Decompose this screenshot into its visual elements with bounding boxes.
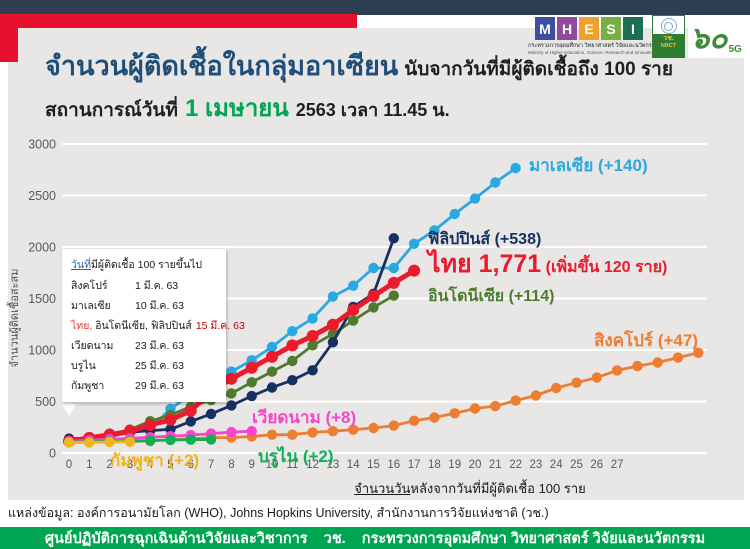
nrct-english-abbrev: NRCT bbox=[660, 42, 677, 49]
footer-unit-name: ศูนย์ปฏิบัติการฉุกเฉินด้านวิจัยและวิชากา… bbox=[44, 530, 706, 547]
status-date: 1 เมษายน bbox=[184, 95, 289, 122]
page-title: จำนวนผู้ติดเชื้อในกลุ่มอาเซียน นับจากวัน… bbox=[45, 44, 673, 87]
mhesi-tile-i: I bbox=[623, 17, 643, 40]
legend-country: มาเลเซีย bbox=[71, 300, 111, 312]
legend-date: 23 มี.ค. 63 bbox=[135, 340, 184, 352]
legend-title: วันที่มีผู้ติดเชื้อ 100 รายขึ้นไป bbox=[71, 256, 217, 273]
x-axis-label-underlined: จำนวนวัน bbox=[354, 481, 411, 496]
red-accent-left-bar bbox=[0, 14, 18, 62]
vietnam-series-label: เวียดนาม (+8) bbox=[252, 408, 357, 427]
x-axis-label-rest: หลังจากวันที่มีผู้ติดเชื้อ 100 ราย bbox=[410, 481, 586, 496]
title-main: จำนวนผู้ติดเชื้อในกลุ่มอาเซียน bbox=[45, 51, 399, 81]
top-navy-bar bbox=[0, 0, 750, 15]
red-accent-strip bbox=[0, 14, 357, 28]
legend-box: วันที่มีผู้ติดเชื้อ 100 รายขึ้นไป สิงคโป… bbox=[62, 249, 245, 402]
mhesi-tile-s: S bbox=[601, 17, 621, 40]
y-axis-label: จำนวนผู้ติดเชื้อสะสม bbox=[9, 268, 21, 368]
x-axis-label: จำนวนวันหลังจากวันที่มีผู้ติดเชื้อ 100 ร… bbox=[300, 478, 640, 499]
legend-row-cambodia: กัมพูชา 29 มี.ค. 63 bbox=[71, 377, 217, 394]
mhesi-tile-e: E bbox=[579, 17, 599, 40]
nrct-emblem-icon bbox=[660, 18, 677, 34]
mhesi-english-name: Ministry of Higher Education, Science, R… bbox=[528, 50, 656, 55]
legend-country: อินโดนีเซีย, ฟิลิปปินส์ bbox=[92, 320, 192, 332]
legend-row-vietnam: เวียดนาม 23 มี.ค. 63 bbox=[71, 337, 217, 354]
legend-row-brunei: บรูไน 25 มี.ค. 63 bbox=[71, 357, 217, 374]
sixty-thai-numerals: ๖๐ bbox=[690, 21, 728, 56]
mhesi-tile-m: M bbox=[535, 17, 555, 40]
legend-date: 29 มี.ค. 63 bbox=[135, 380, 184, 392]
legend-country-highlight: ไทย, bbox=[71, 320, 93, 332]
data-source-note: แหล่งข้อมูล: องค์การอนามัยโลก (WHO), Joh… bbox=[8, 506, 549, 520]
legend-country: บรูไน bbox=[71, 360, 96, 372]
five-g-tag: 5G bbox=[728, 44, 742, 55]
brunei-series-label: บรูไน (+2) bbox=[258, 447, 334, 466]
sixty-anniversary-logo: ๖๐ 5G bbox=[688, 15, 744, 58]
mhesi-letter-tiles: M H E S I bbox=[528, 17, 650, 40]
nrct-thai-abbrev: วช. bbox=[663, 35, 674, 42]
legend-row-singapore: สิงคโปร์ 1 มี.ค. 63 bbox=[71, 277, 217, 294]
legend-date: 25 มี.ค. 63 bbox=[135, 360, 184, 372]
thailand-daily-increase: (เพิ่มขึ้น 120 ราย) bbox=[545, 259, 668, 276]
singapore-series-label: สิงคโปร์ (+47) bbox=[594, 331, 698, 350]
nrct-logo: วช. NRCT bbox=[652, 15, 685, 58]
legend-country: เวียดนาม bbox=[71, 340, 114, 352]
cambodia-series-label: กัมพูชา (+2) bbox=[110, 451, 200, 470]
mhesi-logo: M H E S I กระทรวงการอุดมศึกษา วิทยาศาสตร… bbox=[528, 17, 659, 55]
legend-title-underlined: วันที่ bbox=[71, 259, 91, 271]
status-prefix: สถานการณ์วันที่ bbox=[45, 100, 178, 121]
malaysia-series-label: มาเลเซีย (+140) bbox=[529, 156, 648, 175]
indonesia-series-label: อินโดนีเซีย (+114) bbox=[428, 288, 555, 305]
status-time: 2563 เวลา 11.45 น. bbox=[295, 100, 450, 120]
nrct-label: วช. NRCT bbox=[653, 34, 684, 57]
mhesi-thai-name: กระทรวงการอุดมศึกษา วิทยาศาสตร์ วิจัยและ… bbox=[528, 43, 659, 49]
legend-row-malaysia: มาเลเซีย 10 มี.ค. 63 bbox=[71, 297, 217, 314]
footer-green-bar: ศูนย์ปฏิบัติการฉุกเฉินด้านวิจัยและวิชากา… bbox=[0, 527, 750, 549]
legend-date: 15 มี.ค. 63 bbox=[195, 320, 245, 332]
thailand-total-cases: ไทย 1,771 bbox=[428, 250, 542, 278]
legend-country: สิงคโปร์ bbox=[71, 280, 108, 292]
legend-row-thailand-group: ไทย, อินโดนีเซีย, ฟิลิปปินส์ 15 มี.ค. 63 bbox=[71, 317, 245, 334]
status-line: สถานการณ์วันที่ 1 เมษายน 2563 เวลา 11.45… bbox=[45, 88, 450, 127]
legend-title-rest: มีผู้ติดเชื้อ 100 รายขึ้นไป bbox=[91, 259, 203, 271]
title-subtitle: นับจากวันที่มีผู้ติดเชื้อถึง 100 ราย bbox=[404, 59, 673, 80]
legend-country: กัมพูชา bbox=[71, 380, 105, 392]
thailand-series-label: ไทย 1,771 (เพิ่มขึ้น 120 ราย) bbox=[428, 244, 667, 284]
legend-date: 10 มี.ค. 63 bbox=[135, 300, 184, 312]
legend-date: 1 มี.ค. 63 bbox=[135, 280, 179, 292]
mhesi-tile-h: H bbox=[557, 17, 577, 40]
